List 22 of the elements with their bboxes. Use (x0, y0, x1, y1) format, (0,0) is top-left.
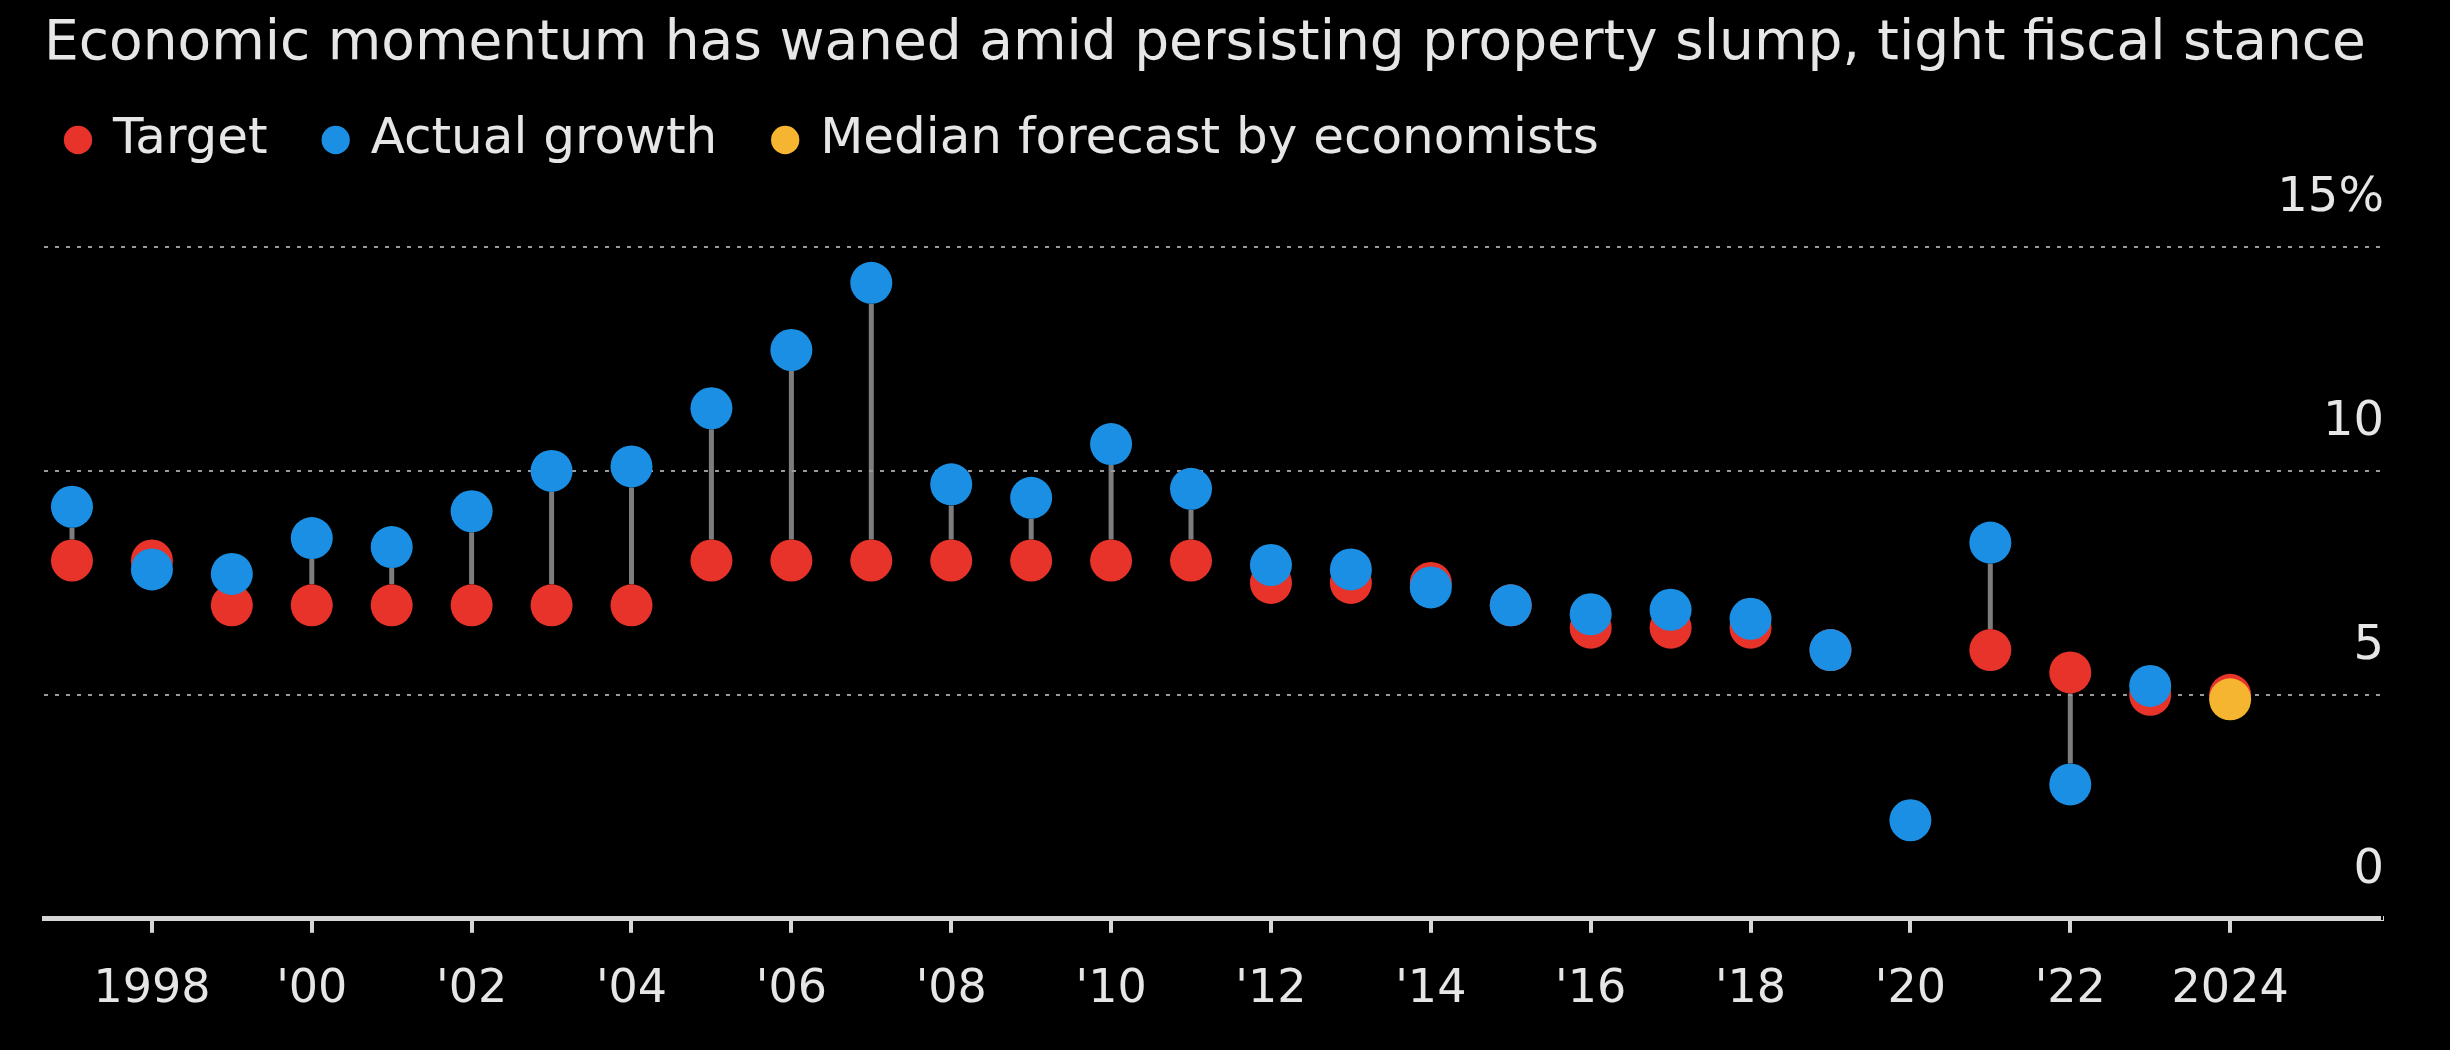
x-tick-label: '12 (1235, 959, 1307, 1014)
x-tick-label: '02 (436, 959, 508, 1014)
x-tick-label: 2024 (2171, 959, 2289, 1014)
x-tick-label: '04 (595, 959, 668, 1014)
y-tick-label: 5 (2353, 614, 2384, 671)
x-tick-label: '22 (2034, 959, 2106, 1014)
x-tick-label: '08 (915, 959, 987, 1014)
y-tick-label: 10 (2322, 390, 2384, 447)
x-tick-label: '14 (1395, 959, 1467, 1014)
x-tick-label: '18 (1714, 959, 1787, 1014)
y-tick-label: 15% (2277, 166, 2384, 223)
x-tick-label: '16 (1555, 959, 1627, 1014)
x-tick-label: '10 (1075, 959, 1147, 1014)
legend-label: Actual growth (370, 106, 718, 165)
y-tick-label: 0 (2353, 838, 2384, 895)
legend-label: Median forecast by economists (820, 106, 1599, 165)
x-tick-label: '06 (755, 959, 827, 1014)
x-tick-label: '00 (276, 959, 348, 1014)
x-tick-label: '20 (1874, 959, 1946, 1014)
chart-title: Economic momentum has waned amid persisting property slump, tight fiscal stance (44, 8, 2366, 73)
legend-label: Target (112, 106, 268, 165)
x-tick-label: 1998 (93, 959, 211, 1014)
